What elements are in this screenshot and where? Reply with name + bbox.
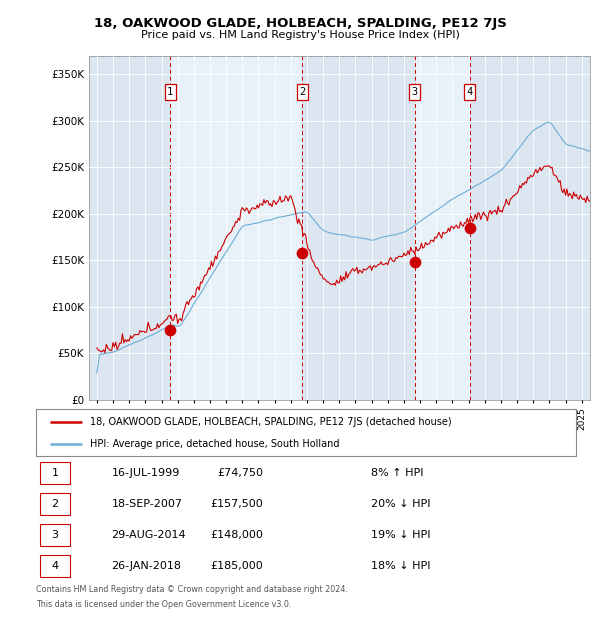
- Text: 29-AUG-2014: 29-AUG-2014: [112, 530, 186, 540]
- Text: 20% ↓ HPI: 20% ↓ HPI: [371, 499, 430, 509]
- Text: 16-JUL-1999: 16-JUL-1999: [112, 468, 180, 478]
- Point: [298, 249, 307, 259]
- Bar: [302, 56, 415, 400]
- Text: 18-SEP-2007: 18-SEP-2007: [112, 499, 182, 509]
- Text: £74,750: £74,750: [217, 468, 263, 478]
- Text: 26-JAN-2018: 26-JAN-2018: [112, 561, 182, 571]
- Text: £148,000: £148,000: [210, 530, 263, 540]
- Text: 18, OAKWOOD GLADE, HOLBEACH, SPALDING, PE12 7JS: 18, OAKWOOD GLADE, HOLBEACH, SPALDING, P…: [94, 17, 506, 30]
- Point: [465, 223, 475, 233]
- Text: 2: 2: [52, 499, 58, 509]
- Text: £185,000: £185,000: [210, 561, 263, 571]
- Bar: [415, 56, 470, 400]
- Bar: [89, 56, 170, 400]
- Text: 8% ↑ HPI: 8% ↑ HPI: [371, 468, 424, 478]
- FancyBboxPatch shape: [40, 463, 70, 484]
- FancyBboxPatch shape: [40, 494, 70, 515]
- Text: This data is licensed under the Open Government Licence v3.0.: This data is licensed under the Open Gov…: [36, 600, 292, 609]
- Text: Contains HM Land Registry data © Crown copyright and database right 2024.: Contains HM Land Registry data © Crown c…: [36, 585, 348, 594]
- Point: [410, 257, 419, 267]
- FancyBboxPatch shape: [40, 556, 70, 577]
- Text: 18, OAKWOOD GLADE, HOLBEACH, SPALDING, PE12 7JS (detached house): 18, OAKWOOD GLADE, HOLBEACH, SPALDING, P…: [90, 417, 452, 427]
- FancyBboxPatch shape: [36, 409, 576, 456]
- Text: 4: 4: [467, 87, 473, 97]
- Bar: [470, 56, 590, 400]
- Bar: [170, 56, 302, 400]
- Text: £157,500: £157,500: [210, 499, 263, 509]
- FancyBboxPatch shape: [40, 525, 70, 546]
- Text: Price paid vs. HM Land Registry's House Price Index (HPI): Price paid vs. HM Land Registry's House …: [140, 30, 460, 40]
- Text: 3: 3: [52, 530, 58, 540]
- Text: HPI: Average price, detached house, South Holland: HPI: Average price, detached house, Sout…: [90, 439, 340, 449]
- Text: 2: 2: [299, 87, 305, 97]
- Text: 4: 4: [52, 561, 58, 571]
- Text: 19% ↓ HPI: 19% ↓ HPI: [371, 530, 430, 540]
- Text: 1: 1: [167, 87, 173, 97]
- Point: [166, 326, 175, 335]
- Text: 18% ↓ HPI: 18% ↓ HPI: [371, 561, 430, 571]
- Text: 1: 1: [52, 468, 58, 478]
- Text: 3: 3: [412, 87, 418, 97]
